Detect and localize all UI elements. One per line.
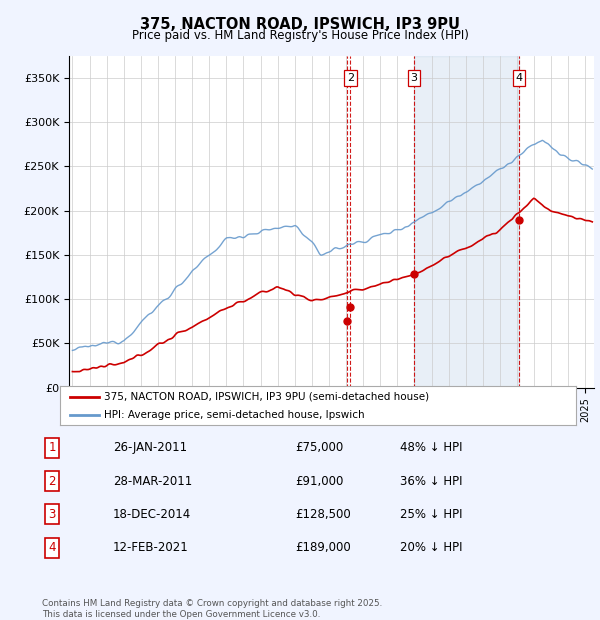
Text: 375, NACTON ROAD, IPSWICH, IP3 9PU: 375, NACTON ROAD, IPSWICH, IP3 9PU (140, 17, 460, 32)
Text: 2: 2 (347, 73, 354, 83)
Text: 4: 4 (515, 73, 523, 83)
Text: 2: 2 (49, 475, 56, 487)
Text: 48% ↓ HPI: 48% ↓ HPI (400, 441, 463, 454)
Text: £75,000: £75,000 (295, 441, 343, 454)
Text: £189,000: £189,000 (295, 541, 351, 554)
Text: 3: 3 (49, 508, 56, 521)
Text: 18-DEC-2014: 18-DEC-2014 (113, 508, 191, 521)
Text: 375, NACTON ROAD, IPSWICH, IP3 9PU (semi-detached house): 375, NACTON ROAD, IPSWICH, IP3 9PU (semi… (104, 392, 429, 402)
Text: 1: 1 (49, 441, 56, 454)
Text: 4: 4 (49, 541, 56, 554)
Text: 20% ↓ HPI: 20% ↓ HPI (400, 541, 463, 554)
Text: 25% ↓ HPI: 25% ↓ HPI (400, 508, 463, 521)
Text: £91,000: £91,000 (295, 475, 343, 487)
Text: 26-JAN-2011: 26-JAN-2011 (113, 441, 187, 454)
Bar (414, 56, 519, 388)
Text: 12-FEB-2021: 12-FEB-2021 (113, 541, 188, 554)
Text: 28-MAR-2011: 28-MAR-2011 (113, 475, 192, 487)
Text: 3: 3 (410, 73, 418, 83)
Text: HPI: Average price, semi-detached house, Ipswich: HPI: Average price, semi-detached house,… (104, 410, 364, 420)
Text: £128,500: £128,500 (295, 508, 351, 521)
Text: Contains HM Land Registry data © Crown copyright and database right 2025.
This d: Contains HM Land Registry data © Crown c… (42, 600, 382, 619)
Text: 36% ↓ HPI: 36% ↓ HPI (400, 475, 463, 487)
Text: Price paid vs. HM Land Registry's House Price Index (HPI): Price paid vs. HM Land Registry's House … (131, 29, 469, 42)
